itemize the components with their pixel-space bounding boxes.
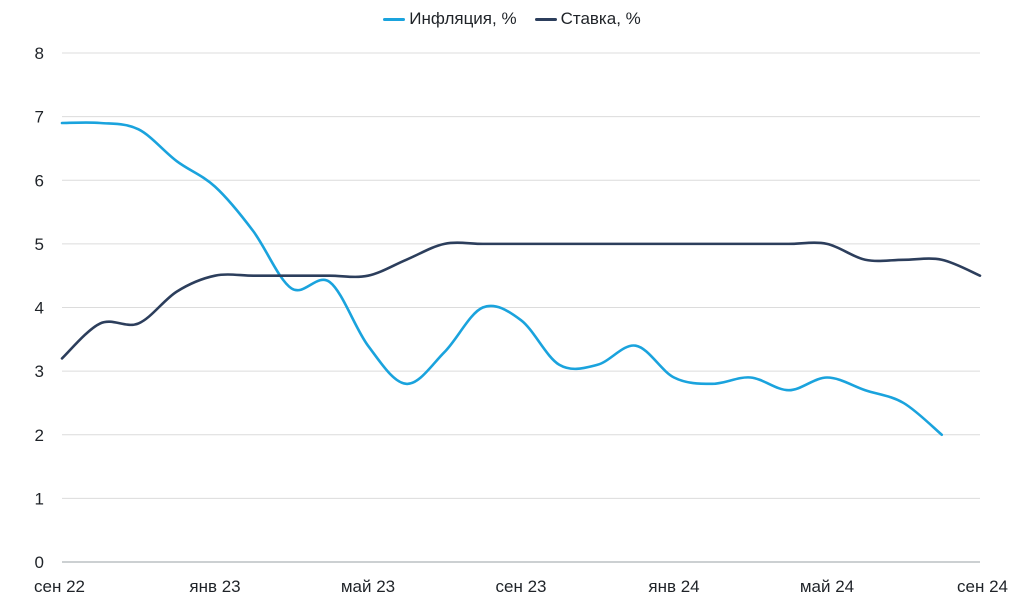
x-tick-label: май 23 (341, 577, 395, 596)
x-tick-label: янв 23 (189, 577, 240, 596)
legend-swatch-inflation (383, 17, 406, 21)
chart-legend: Инфляция, % Ставка, % (0, 9, 1024, 29)
series-line-rate (60, 241, 982, 360)
x-tick-label: май 24 (800, 577, 854, 596)
x-tick-label: янв 24 (648, 577, 699, 596)
legend-label-inflation: Инфляция, % (409, 9, 517, 28)
y-tick-label: 7 (35, 108, 44, 127)
y-tick-label: 3 (35, 362, 44, 381)
y-tick-label: 4 (35, 299, 44, 318)
y-tick-label: 6 (35, 171, 44, 190)
x-tick-label: сен 23 (496, 577, 547, 596)
x-tick-label: сен 24 (957, 577, 1008, 596)
y-tick-label: 5 (35, 235, 44, 254)
y-tick-label: 2 (35, 426, 44, 445)
y-tick-label: 0 (35, 553, 44, 572)
series-line-inflation (60, 121, 944, 437)
legend-label-rate: Ставка, % (560, 9, 641, 28)
legend-swatch-rate (534, 17, 557, 21)
legend-item-inflation: Инфляция, % (383, 9, 517, 29)
y-tick-label: 1 (35, 489, 44, 508)
x-tick-label: сен 22 (34, 577, 85, 596)
legend-item-rate: Ставка, % (534, 9, 641, 29)
y-tick-label: 8 (35, 44, 44, 63)
